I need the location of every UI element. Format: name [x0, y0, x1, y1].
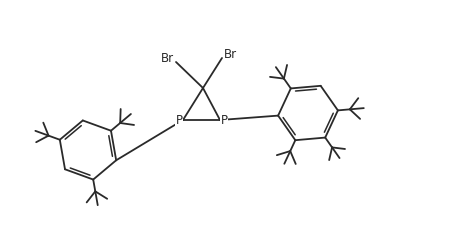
Text: P: P [220, 113, 228, 127]
Text: Br: Br [224, 48, 237, 61]
Text: Br: Br [161, 51, 174, 65]
Text: P: P [175, 113, 183, 127]
